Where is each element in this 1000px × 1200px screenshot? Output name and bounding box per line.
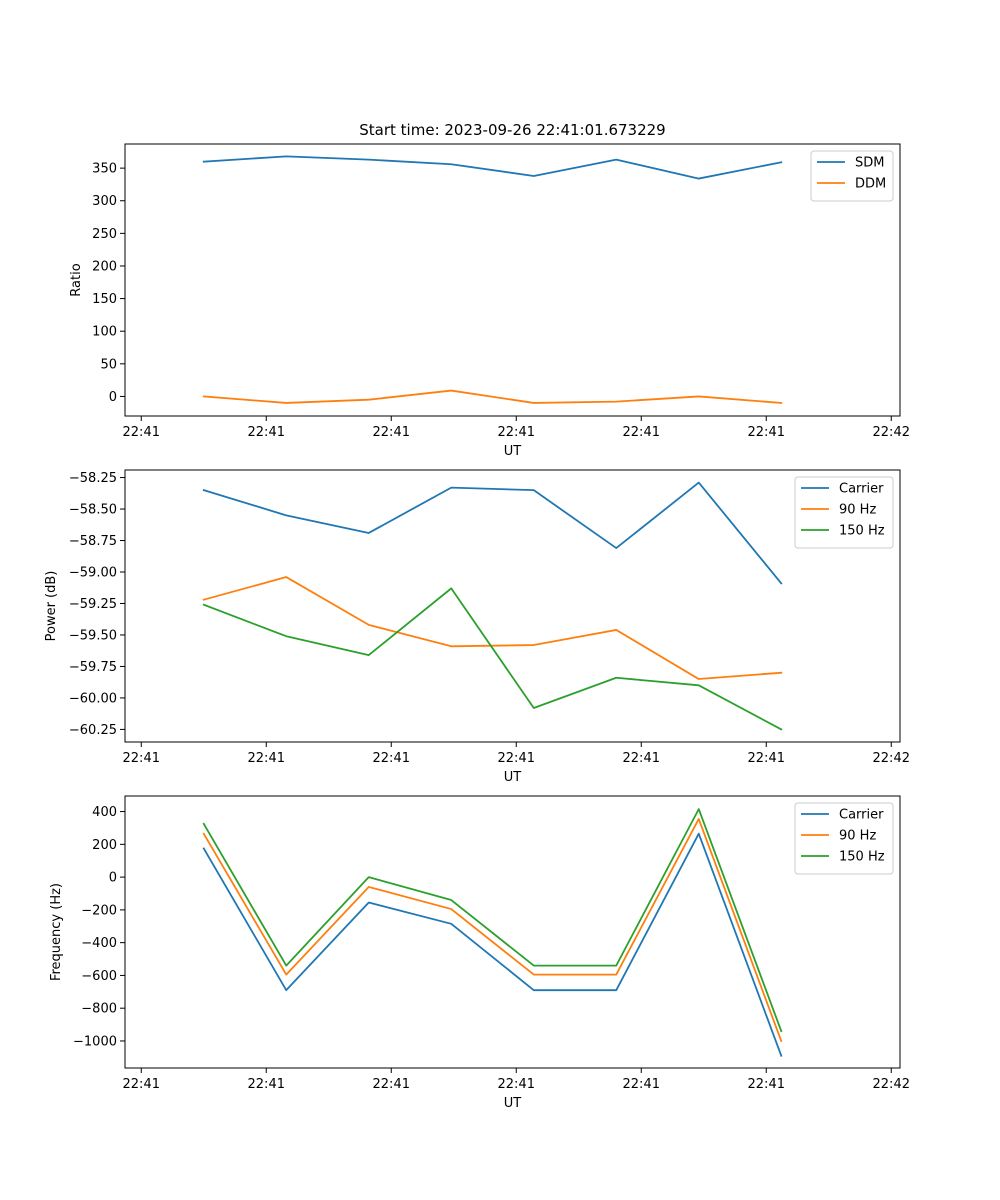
power-series-150-hz-line <box>202 587 783 731</box>
frequency-y-tick-label: 200 <box>92 838 117 853</box>
frequency-x-tick-label: 22:41 <box>373 1077 410 1092</box>
frequency-y-axis-label: Frequency (Hz) <box>49 883 64 981</box>
ratio-y-tick-label: 300 <box>92 194 117 209</box>
power-x-tick-label: 22:41 <box>373 751 410 766</box>
ratio-y-tick-label: 50 <box>100 357 117 372</box>
ratio-y-tick-label: 200 <box>92 259 117 274</box>
frequency-axes-frame <box>124 795 901 1069</box>
power-x-axis-label: UT <box>504 770 522 785</box>
ratio-x-tick-label: 22:41 <box>373 425 410 440</box>
frequency-series-carrier-line <box>202 832 783 1057</box>
ratio-series-sdm-line <box>202 155 783 180</box>
frequency-y-tick-label: −400 <box>81 936 117 951</box>
power-x-tick-label: 22:41 <box>498 751 535 766</box>
ratio-series-ddm-line <box>202 389 783 404</box>
frequency-series-90-hz-line <box>202 818 783 1043</box>
power-legend: Carrier 90 Hz 150 Hz <box>794 476 894 549</box>
power-series-carrier-line <box>202 481 783 585</box>
power-x-tick-label: 22:42 <box>873 751 910 766</box>
frequency-y-tick-label: −600 <box>81 969 117 984</box>
ratio-axes-frame <box>124 143 901 417</box>
ratio-x-tick-label: 22:41 <box>498 425 535 440</box>
power-y-tick-label: −58.75 <box>69 534 117 549</box>
ratio-y-tick-label: 150 <box>92 292 117 307</box>
frequency-x-tick-label: 22:42 <box>873 1077 910 1092</box>
power-y-tick-label: −58.50 <box>69 503 117 518</box>
frequency-legend-label: Carrier <box>839 808 884 823</box>
ratio-legend-box <box>810 150 894 202</box>
frequency-x-axis-label: UT <box>504 1096 522 1111</box>
frequency-legend-label: 90 Hz <box>839 829 876 844</box>
ratio-y-tick-label: 350 <box>92 162 117 177</box>
ratio-y-tick-label: 250 <box>92 227 117 242</box>
power-legend-label: 90 Hz <box>839 503 876 518</box>
frequency-x-tick-label: 22:41 <box>623 1077 660 1092</box>
power-x-tick-label: 22:41 <box>748 751 785 766</box>
ratio-y-axis-label: Ratio <box>69 263 84 296</box>
power-y-tick-label: −60.25 <box>69 723 117 738</box>
power-x-tick-label: 22:41 <box>248 751 285 766</box>
ratio-panel: 22:41 22:41 22:41 22:41 22:41 22:41 22:42 0 50 10… <box>69 121 910 459</box>
frequency-legend: Carrier 90 Hz 150 Hz <box>794 802 894 875</box>
ratio-legend-label: SDM <box>855 156 884 171</box>
power-y-tick-label: −60.00 <box>69 691 117 706</box>
power-y-tick-label: −59.25 <box>69 597 117 612</box>
frequency-y-tick-label: −800 <box>81 1002 117 1017</box>
ratio-x-tick-label: 22:41 <box>623 425 660 440</box>
ratio-legend: SDM DDM <box>810 150 894 202</box>
frequency-y-tick-label: −1000 <box>73 1034 117 1049</box>
frequency-x-tick-label: 22:41 <box>248 1077 285 1092</box>
power-series-90-hz-line <box>202 576 783 680</box>
frequency-series-150-hz-line <box>202 808 783 1033</box>
power-legend-label: 150 Hz <box>839 524 885 539</box>
power-y-tick-label: −58.25 <box>69 471 117 486</box>
frequency-legend-label: 150 Hz <box>839 850 885 865</box>
power-legend-label: Carrier <box>839 482 884 497</box>
ratio-x-tick-label: 22:41 <box>748 425 785 440</box>
power-panel: 22:41 22:41 22:41 22:41 22:41 22:41 22:42 −60.2… <box>44 469 910 785</box>
power-y-tick-label: −59.75 <box>69 660 117 675</box>
ratio-x-tick-label: 22:41 <box>248 425 285 440</box>
frequency-y-tick-label: 400 <box>92 805 117 820</box>
frequency-x-tick-label: 22:41 <box>123 1077 160 1092</box>
frequency-y-tick-label: −200 <box>81 903 117 918</box>
ratio-y-tick-label: 0 <box>109 390 117 405</box>
ratio-y-tick-label: 100 <box>92 325 117 340</box>
power-y-tick-label: −59.00 <box>69 566 117 581</box>
frequency-x-tick-label: 22:41 <box>498 1077 535 1092</box>
power-y-axis-label: Power (dB) <box>44 571 59 642</box>
power-x-tick-label: 22:41 <box>123 751 160 766</box>
power-x-tick-label: 22:41 <box>623 751 660 766</box>
power-axes-frame <box>124 469 901 743</box>
frequency-x-tick-label: 22:41 <box>748 1077 785 1092</box>
ratio-x-axis-label: UT <box>504 444 522 459</box>
frequency-y-tick-label: 0 <box>109 871 117 886</box>
chart-title: Start time: 2023-09-26 22:41:01.673229 <box>359 121 665 139</box>
ratio-x-tick-label: 22:42 <box>873 425 910 440</box>
ratio-x-tick-label: 22:41 <box>123 425 160 440</box>
power-y-tick-label: −59.50 <box>69 628 117 643</box>
frequency-panel: 22:41 22:41 22:41 22:41 22:41 22:41 22:42 −1000… <box>49 795 910 1111</box>
ratio-legend-label: DDM <box>855 177 886 192</box>
